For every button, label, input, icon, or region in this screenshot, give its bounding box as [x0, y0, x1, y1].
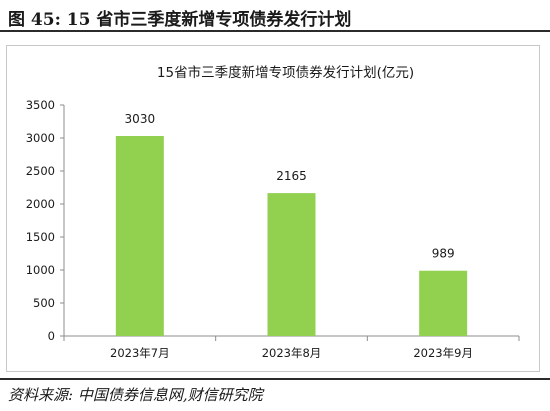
source-note: 资料来源: 中国债券信息网,财信研究院 — [8, 386, 263, 404]
y-tick-label: 2000 — [26, 197, 55, 211]
figure-title: 图 45: 15 省市三季度新增专项债券发行计划 — [8, 10, 352, 30]
y-tick-label: 3500 — [26, 98, 55, 112]
figure-header: 图 45: 15 省市三季度新增专项债券发行计划 — [0, 0, 550, 32]
y-tick-label: 3000 — [26, 131, 55, 145]
x-tick-label: 2023年8月 — [262, 346, 322, 360]
data-label: 989 — [432, 247, 455, 261]
chart-container: 15省市三季度新增专项债券发行计划(亿元) 0 500 1000 1500 2000 250… — [6, 45, 540, 372]
source-footer: 资料来源: 中国债券信息网,财信研究院 — [0, 378, 550, 411]
data-label: 3030 — [125, 112, 156, 126]
data-label: 2165 — [276, 169, 307, 183]
y-tick-label: 0 — [48, 329, 55, 343]
bar-chart: 15省市三季度新增专项债券发行计划(亿元) 0 500 1000 1500 2000 250… — [26, 64, 520, 360]
bar — [115, 136, 164, 336]
x-tick-label: 2023年7月 — [110, 346, 170, 360]
bar — [419, 270, 468, 336]
bar — [267, 193, 316, 336]
y-tick-label: 1000 — [26, 263, 55, 277]
y-tick-label: 500 — [33, 296, 55, 310]
chart-title: 15省市三季度新增专项债券发行计划(亿元) — [157, 64, 414, 81]
y-tick-label: 2500 — [26, 164, 55, 178]
y-tick-label: 1500 — [26, 230, 55, 244]
x-tick-label: 2023年9月 — [413, 346, 473, 360]
